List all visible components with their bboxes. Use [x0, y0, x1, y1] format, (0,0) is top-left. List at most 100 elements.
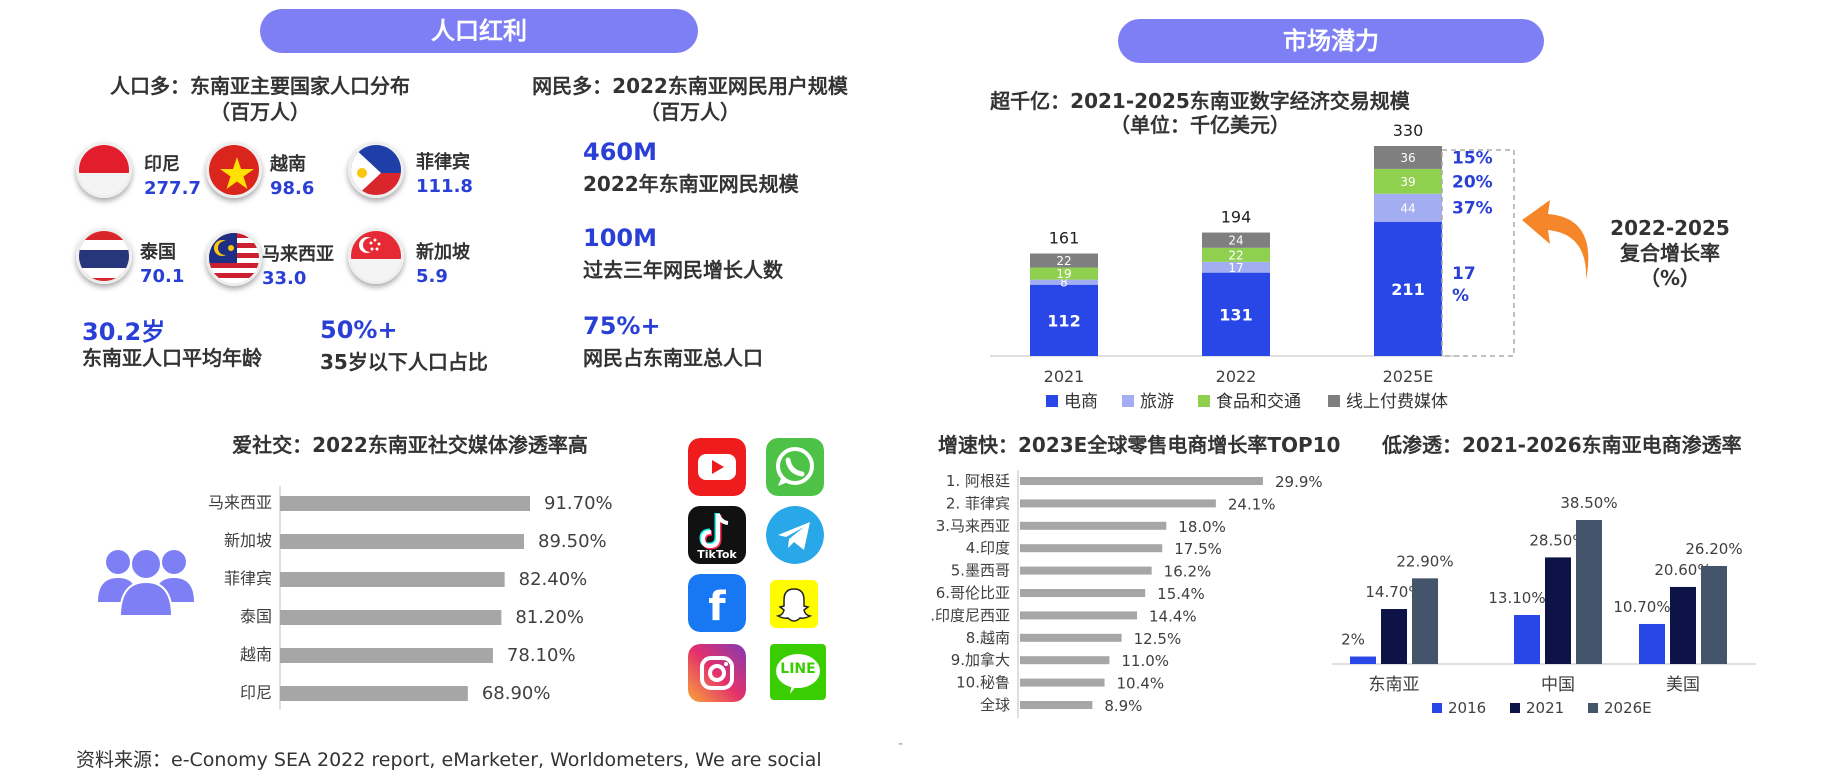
- netizen-total-value: 460M: [583, 138, 657, 166]
- telegram-icon: [766, 506, 824, 564]
- bar: [280, 572, 505, 587]
- stack-segment: [1202, 247, 1270, 262]
- cagr-arrow-icon: [1520, 200, 1592, 286]
- indonesia-flag: [76, 142, 132, 198]
- legend-label: 2021: [1526, 699, 1564, 717]
- data-label: 8.9%: [1104, 697, 1142, 715]
- category-label: 印尼: [240, 683, 272, 702]
- data-label: 16.2%: [1164, 563, 1212, 581]
- legend-swatch: [1328, 395, 1340, 407]
- chart-title: 增速快：2023E全球零售电商增长率TOP10: [938, 433, 1340, 457]
- pill-title-demographic: 人口红利: [260, 9, 698, 53]
- stack-segment: [1030, 279, 1098, 285]
- data-label: 82.40%: [519, 569, 588, 590]
- legend-swatch: [1432, 703, 1442, 713]
- segment-label: 19: [1056, 267, 1071, 281]
- total-label: 194: [1221, 208, 1252, 227]
- category-label: 泰国: [240, 607, 272, 626]
- data-label: 2%: [1341, 631, 1365, 649]
- stack-segment: [1202, 232, 1270, 248]
- legend-label: 线上付费媒体: [1346, 392, 1448, 412]
- segment-label: 211: [1391, 280, 1424, 299]
- pill-title-market: 市场潜力: [1118, 19, 1544, 63]
- data-label: 78.10%: [507, 645, 576, 666]
- country-name: 泰国: [140, 242, 176, 263]
- category-label: 中国: [1541, 675, 1575, 695]
- bar: [1020, 544, 1163, 553]
- population-heading: 人口多：东南亚主要国家人口分布 （百万人）: [110, 74, 410, 124]
- data-label: 18.0%: [1178, 518, 1226, 536]
- category-label: 美国: [1666, 675, 1700, 695]
- category-label: 2. 菲律宾: [946, 494, 1010, 512]
- bar: [1020, 611, 1138, 620]
- legend-label: 食品和交通: [1216, 392, 1301, 412]
- category-label: 越南: [240, 645, 272, 664]
- bar: [1020, 701, 1093, 709]
- category-label: 马来西亚: [208, 493, 272, 512]
- category-label: 1. 阿根廷: [946, 472, 1010, 490]
- bar: [280, 496, 530, 511]
- cagr-value: 17%: [1452, 264, 1476, 306]
- category-label: 6.哥伦比亚: [936, 584, 1010, 602]
- legend-swatch: [1198, 395, 1210, 407]
- category-label: 9.加拿大: [951, 651, 1010, 669]
- country-population: 33.0: [262, 268, 307, 289]
- cagr-value: 15%: [1452, 148, 1493, 168]
- data-label: 15.4%: [1157, 585, 1205, 603]
- bar: [280, 610, 502, 625]
- bar: [1576, 520, 1602, 664]
- country-name: 马来西亚: [262, 244, 334, 265]
- snapchat-icon: [770, 580, 818, 628]
- bar: [1020, 656, 1110, 665]
- data-label: 10.70%: [1613, 598, 1670, 616]
- legend-label: 2026E: [1604, 699, 1652, 717]
- youtube-icon: [688, 438, 746, 496]
- bar: [280, 648, 493, 663]
- tiktok-icon: TikTok: [688, 506, 746, 564]
- facebook-icon: f: [688, 574, 746, 632]
- netizen-growth-value: 100M: [583, 224, 657, 252]
- bar: [1020, 589, 1146, 597]
- line-label: LINE: [780, 661, 816, 677]
- segment-label: 131: [1219, 305, 1252, 324]
- data-label: 81.20%: [515, 607, 584, 628]
- segment-label: 44: [1400, 201, 1415, 215]
- category-label: 新加坡: [224, 531, 272, 550]
- segment-label: 8: [1060, 276, 1068, 290]
- social-chart: 马来西亚 91.70% 新加坡 89.50% 菲律宾 82.40% 泰国 81.20% 越南 78…: [208, 486, 613, 710]
- data-label: 14.70%: [1365, 583, 1422, 601]
- bar: [1020, 477, 1263, 485]
- stack-segment: [1374, 193, 1442, 222]
- country-population: 70.1: [140, 266, 185, 287]
- segment-label: 22: [1228, 248, 1243, 262]
- source-note: 资料来源：e-Conomy SEA 2022 report, eMarketer…: [76, 749, 822, 771]
- cagr-label: 2022-2025 复合增长率 （%）: [1610, 216, 1730, 290]
- bar: [1412, 578, 1438, 664]
- stack-segment: [1030, 253, 1098, 268]
- legend-swatch: [1588, 703, 1598, 713]
- chart-title: 低渗透：2021-2026东南亚电商渗透率: [1381, 433, 1742, 457]
- bar: [1350, 656, 1376, 664]
- data-label: 29.9%: [1275, 473, 1323, 491]
- data-label: 10.4%: [1117, 675, 1165, 693]
- netizen-heading: 网民多：2022东南亚网民用户规模 （百万人）: [532, 74, 848, 124]
- bar: [280, 534, 525, 549]
- category-label: 东南亚: [1369, 675, 1420, 695]
- country-name: 新加坡: [416, 242, 470, 263]
- data-label: 68.90%: [482, 683, 551, 704]
- stray-mark: -: [898, 736, 904, 752]
- bar: [1545, 557, 1571, 664]
- philippines-flag: [348, 142, 404, 198]
- category-label: 菲律宾: [224, 569, 272, 588]
- tiktok-label: TikTok: [697, 548, 737, 561]
- bar: [1020, 633, 1122, 642]
- legend-swatch: [1046, 395, 1058, 407]
- cagr-value: 37%: [1452, 199, 1493, 219]
- category-label: 2025E: [1383, 367, 1434, 386]
- country-name: 印尼: [144, 154, 180, 175]
- segment-label: 24: [1228, 234, 1243, 248]
- legend-label: 电商: [1064, 392, 1098, 412]
- bar: [1701, 566, 1727, 664]
- segment-label: 22: [1056, 254, 1071, 268]
- netizen-share-value: 75%+: [583, 312, 661, 340]
